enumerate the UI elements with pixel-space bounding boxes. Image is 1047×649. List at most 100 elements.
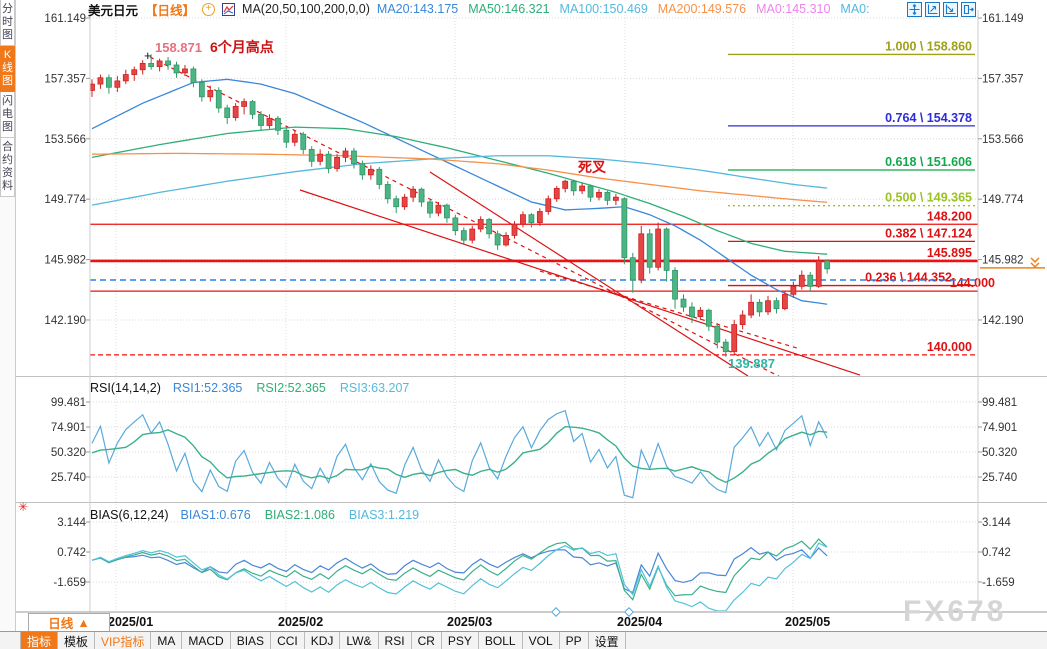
toolbar-item-CCI[interactable]: CCI <box>271 632 305 649</box>
svg-text:3.144: 3.144 <box>982 517 1011 529</box>
svg-text:144.000: 144.000 <box>950 276 995 290</box>
svg-text:74.901: 74.901 <box>982 422 1017 434</box>
toolbar-item-MACD[interactable]: MACD <box>182 632 231 649</box>
svg-text:145.982: 145.982 <box>982 255 1024 267</box>
svg-text:50.320: 50.320 <box>982 447 1017 459</box>
svg-text:0.382 \ 147.124: 0.382 \ 147.124 <box>885 226 972 240</box>
ma-settings-label: MA(20,50,100,200,0,0) <box>242 2 370 16</box>
svg-text:153.566: 153.566 <box>982 134 1024 146</box>
toolbar-item-MA[interactable]: MA <box>151 632 183 649</box>
ma-value-label: MA0: <box>840 2 870 16</box>
ma-values: MA20:143.175 MA50:146.321 MA100:150.469 MA2… <box>377 2 880 16</box>
period-tag: 【日线】 <box>145 3 196 18</box>
sidebar-tab-2[interactable]: K线图 <box>0 46 15 92</box>
period-selector[interactable]: 日线 ▲ <box>28 613 110 632</box>
toolbar-item-RSI[interactable]: RSI <box>379 632 412 649</box>
ma-value-label: MA20:143.175 <box>376 2 459 16</box>
triangle-up-icon: ▲ <box>77 615 90 630</box>
axes: 161.149 161.149 157.357 157.357 153.566 153.5… <box>0 10 1047 631</box>
svg-text:2025/04: 2025/04 <box>617 615 662 629</box>
svg-text:2025/02: 2025/02 <box>278 615 323 629</box>
svg-text:145.982: 145.982 <box>44 255 86 267</box>
ma-value-label: MA0:145.310 <box>756 2 831 16</box>
toolbar-item-VIP指标[interactable]: VIP指标 <box>95 632 152 649</box>
axis-zoom-in-icon[interactable] <box>925 2 940 17</box>
ma-value-label: MA50:146.321 <box>468 2 550 16</box>
svg-text:153.566: 153.566 <box>44 134 86 146</box>
toolbar-item-设置[interactable]: 设置 <box>589 632 626 649</box>
svg-text:25.740: 25.740 <box>982 472 1017 484</box>
bias-header: BIAS(6,12,24) BIAS1:0.676 BIAS2:1.086 BIAS… <box>90 508 433 522</box>
indicator-value-label: BIAS3:1.219 <box>348 508 420 522</box>
sidebar-tab-3[interactable]: 闪电图 <box>0 92 15 138</box>
svg-text:99.481: 99.481 <box>51 397 86 409</box>
indicator-value-label: BIAS2:1.086 <box>264 508 335 522</box>
svg-text:0.742: 0.742 <box>57 547 86 559</box>
svg-text:-1.659: -1.659 <box>982 577 1015 589</box>
indicator-value-label: RSI2:52.365 <box>256 381 326 395</box>
svg-text:149.774: 149.774 <box>982 194 1024 206</box>
rsi-values: RSI1:52.365 RSI2:52.365 RSI3:63.207 <box>173 381 424 395</box>
svg-text:139.887: 139.887 <box>728 356 775 371</box>
svg-text:3.144: 3.144 <box>57 517 86 529</box>
svg-text:158.871: 158.871 <box>155 40 202 55</box>
indicator-chart-icon[interactable] <box>222 2 236 16</box>
toolbar-item-CR[interactable]: CR <box>412 632 442 649</box>
toolbar-item-PSY[interactable]: PSY <box>442 632 479 649</box>
axis-zoom-out-icon[interactable] <box>943 2 958 17</box>
sidebar-tab-4[interactable]: 合约资料 <box>0 138 15 197</box>
svg-text:+: + <box>144 48 152 63</box>
svg-text:142.190: 142.190 <box>44 315 86 327</box>
bias-values: BIAS1:0.676 BIAS2:1.086 BIAS3:1.219 <box>181 508 434 522</box>
rsi-title: RSI(14,14,2) <box>90 381 161 395</box>
svg-text:145.895: 145.895 <box>927 246 972 260</box>
circle-plus-icon[interactable]: + <box>202 2 216 16</box>
toolbar-item-PP[interactable]: PP <box>560 632 589 649</box>
svg-text:142.190: 142.190 <box>982 315 1024 327</box>
svg-text:161.149: 161.149 <box>982 13 1024 25</box>
rsi-header: RSI(14,14,2) RSI1:52.365 RSI2:52.365 RSI3:… <box>90 381 423 395</box>
svg-text:2025/01: 2025/01 <box>108 615 153 629</box>
svg-text:140.000: 140.000 <box>927 340 972 354</box>
chart-header: 美元日元 【日线】 + MA(20,50,100,200,0,0) MA20:14… <box>88 1 880 18</box>
toolbar-item-KDJ[interactable]: KDJ <box>305 632 341 649</box>
candles-layer <box>90 54 831 357</box>
crosshair-icon[interactable] <box>907 2 922 17</box>
ma-value-label: MA200:149.576 <box>657 2 747 16</box>
toolbar-item-BIAS[interactable]: BIAS <box>231 632 272 649</box>
period-selector-label: 日线 <box>48 617 74 631</box>
svg-text:157.357: 157.357 <box>44 73 86 85</box>
toolbar-item-BOLL[interactable]: BOLL <box>479 632 523 649</box>
indicator-value-label: BIAS1:0.676 <box>180 508 251 522</box>
svg-text:161.149: 161.149 <box>44 13 86 25</box>
toolbar-spacer <box>0 632 21 649</box>
svg-text:0.500 \ 149.365: 0.500 \ 149.365 <box>885 191 972 205</box>
svg-text:2025/03: 2025/03 <box>447 615 492 629</box>
indicator-settings-icon[interactable]: ✳ <box>18 500 29 514</box>
svg-text:74.901: 74.901 <box>51 422 86 434</box>
overlay-lines: 1.000 \ 158.860 0.764 \ 154.378 0.618 \ 15… <box>90 39 995 376</box>
ma-value-label: MA100:150.469 <box>559 2 648 16</box>
indicator-value-label: RSI3:63.207 <box>339 381 410 395</box>
symbol-title: 美元日元 <box>88 3 139 18</box>
left-sidebar: 分时图 K线图 闪电图 合约资料 <box>0 0 16 631</box>
svg-text:25.740: 25.740 <box>51 472 86 484</box>
chart-toolbar-icons <box>907 2 976 17</box>
sidebar-tab-1[interactable]: 分时图 <box>0 0 15 46</box>
svg-text:1.000 \ 158.860: 1.000 \ 158.860 <box>885 39 972 53</box>
toolbar-item-指标[interactable]: 指标 <box>21 632 59 649</box>
svg-text:0.236 \ 144.352: 0.236 \ 144.352 <box>865 271 952 285</box>
ma-lines <box>91 78 828 305</box>
watermark: FX678 <box>903 595 1007 628</box>
svg-text:149.774: 149.774 <box>44 194 86 206</box>
svg-text:148.200: 148.200 <box>927 209 972 223</box>
exit-panel-icon[interactable] <box>961 2 976 17</box>
toolbar-item-模板[interactable]: 模板 <box>58 632 96 649</box>
svg-text:6个月高点: 6个月高点 <box>210 39 274 55</box>
toolbar-item-VOL[interactable]: VOL <box>523 632 560 649</box>
svg-text:0.742: 0.742 <box>982 547 1011 559</box>
toolbar-item-LW&[interactable]: LW& <box>340 632 379 649</box>
